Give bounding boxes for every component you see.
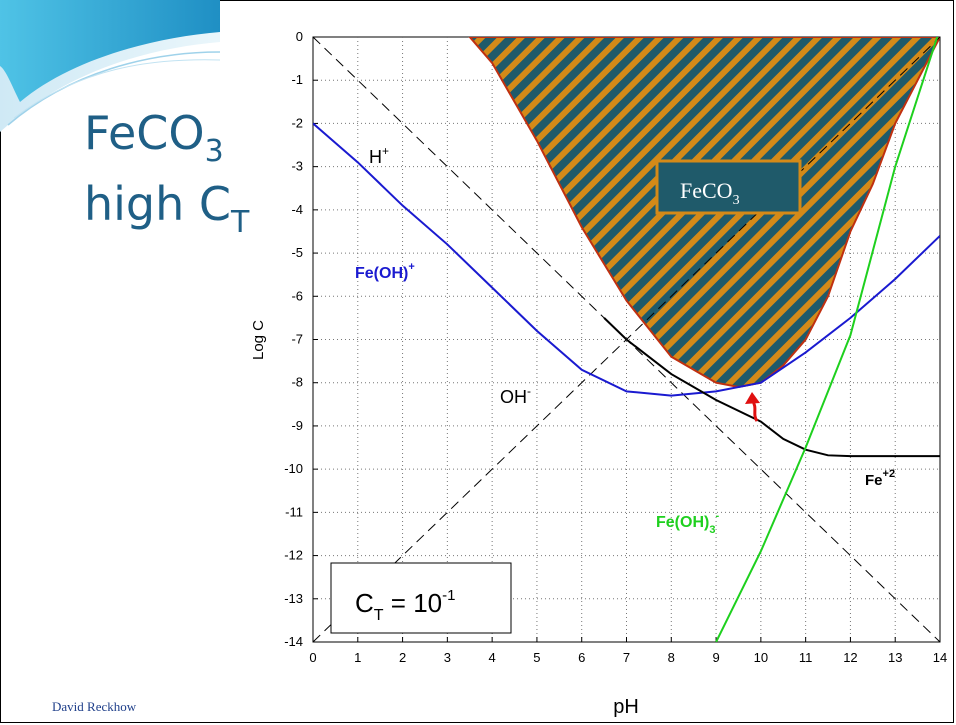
y-tick-label: -4 (291, 202, 303, 217)
x-tick-label: 14 (933, 650, 947, 665)
y-tick-label: -3 (291, 159, 303, 174)
x-tick-label: 6 (578, 650, 585, 665)
x-tick-label: 4 (489, 650, 496, 665)
y-tick-label: -13 (284, 591, 303, 606)
h-plus-label: H+ (369, 144, 389, 167)
footer-author: David Reckhow (52, 699, 137, 714)
y-tick-label: 0 (296, 29, 303, 44)
oh-minus-label: OH- (500, 384, 531, 407)
x-axis-title: pH (613, 696, 639, 718)
ct-label: CT = 10-1 (355, 587, 455, 624)
x-tick-label: 10 (754, 650, 768, 665)
x-tick-label: 5 (533, 650, 540, 665)
x-tick-label: 0 (309, 650, 316, 665)
y-tick-label: -8 (291, 375, 303, 390)
slide-title-line1: FeCO3 (84, 106, 224, 169)
decorative-swoosh (0, 0, 221, 132)
x-tick-label: 3 (444, 650, 451, 665)
series-line-fe-2 (603, 317, 940, 458)
y-axis-title: Log C (250, 320, 267, 360)
y-tick-labels: 0 -1 -2 -3 -4 -5 -6 -7 -8 -9 -10 -11 -12 -13 -14 (284, 29, 303, 649)
x-tick-label: 8 (668, 650, 675, 665)
y-tick-label: -1 (291, 72, 303, 87)
fe2-label: Fe+2 (865, 468, 895, 489)
y-tick-label: -14 (284, 634, 303, 649)
title-main: FeCO (84, 106, 205, 160)
feco3-label-box (655, 159, 802, 215)
title-line2: high C (84, 177, 232, 231)
y-tick-label: -7 (291, 332, 303, 347)
red-arrow-head (745, 392, 760, 404)
title-main-sub: 3 (204, 134, 224, 169)
feco3-label: FeCO3 (680, 178, 740, 208)
fe-oh-plus-label: Fe(OH)+ (355, 261, 415, 282)
y-tick-label: -12 (284, 548, 303, 563)
series-line-fe-oh (313, 122, 940, 397)
series-line-fe-oh-3 (715, 37, 939, 642)
x-tick-label: 2 (399, 650, 406, 665)
x-tick-label: 7 (623, 650, 630, 665)
x-tick-labels: 0 1 2 3 4 5 6 7 8 9 10 11 12 13 14 (309, 650, 947, 665)
x-tick-label: 1 (354, 650, 361, 665)
ct-label-box (330, 562, 512, 634)
x-tick-label: 13 (888, 650, 902, 665)
y-tick-label: -6 (291, 288, 303, 303)
y-tick-label: -2 (291, 115, 303, 130)
fe-oh3-label: Fe(OH)3- (656, 510, 719, 536)
x-tick-label: 9 (712, 650, 719, 665)
y-tick-label: -5 (291, 245, 303, 260)
y-tick-label: -11 (285, 504, 303, 519)
x-tick-label: 11 (799, 650, 813, 665)
slide-title-line2: high CT (84, 177, 249, 240)
x-tick-label: 12 (843, 650, 857, 665)
title-line2-sub: T (231, 205, 250, 240)
y-tick-label: -10 (284, 461, 303, 476)
y-tick-label: -9 (291, 418, 303, 433)
